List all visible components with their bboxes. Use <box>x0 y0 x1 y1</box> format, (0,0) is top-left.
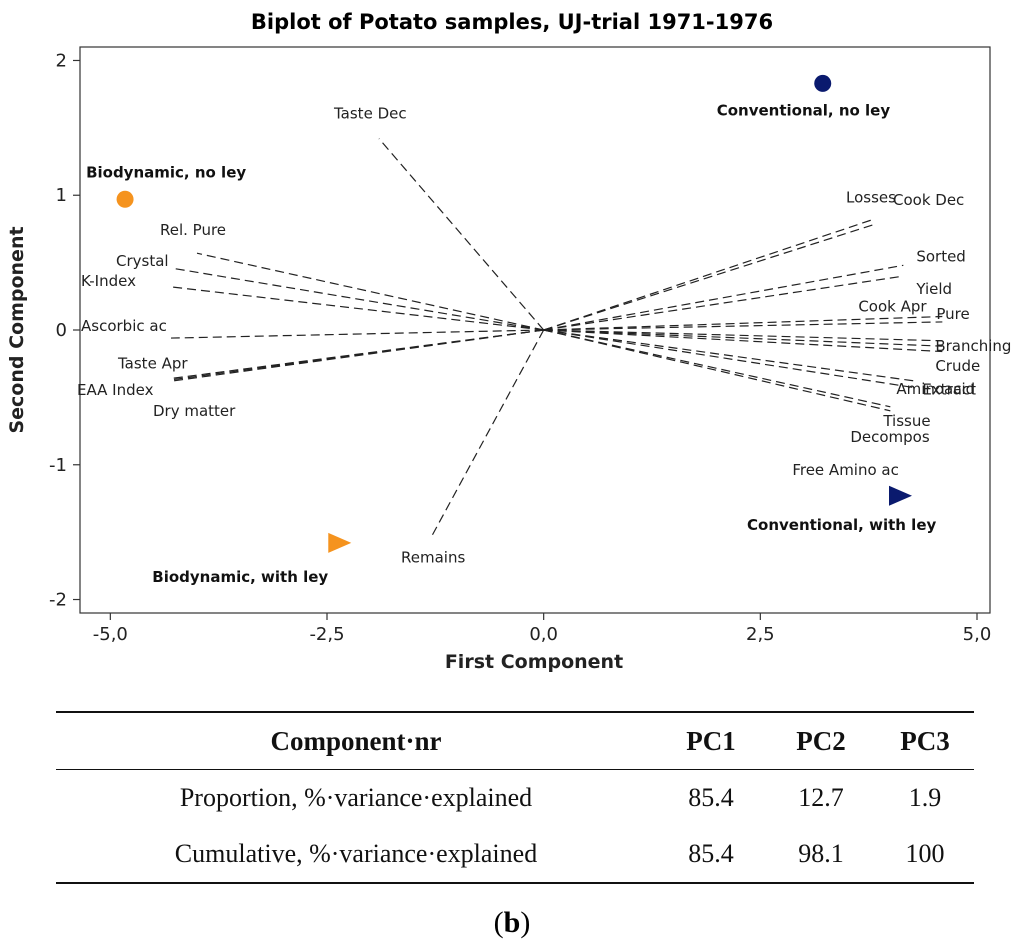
cell-pc2: 98.1 <box>798 839 844 868</box>
cell-pc3: 100 <box>905 839 945 868</box>
x-tick-label: 0,0 <box>529 624 558 645</box>
table-row: Proportion, %·variance·explained 85.4 12… <box>56 770 974 827</box>
group-markers: Conventional, no ley Biodynamic, no ley Co… <box>86 74 936 586</box>
header-pc3: PC3 <box>900 725 950 756</box>
y-tick-label: 1 <box>56 185 67 206</box>
variable-label: Cook Apr <box>858 298 927 316</box>
vector-line <box>170 329 544 382</box>
vector-line <box>543 329 917 382</box>
variable-label: Taste Apr <box>117 355 188 373</box>
vector-line <box>543 329 943 353</box>
vector-line <box>543 329 943 342</box>
vector-line <box>196 252 544 331</box>
variable-label: Free Amino ac <box>792 461 899 479</box>
header-pc1: PC1 <box>686 725 736 756</box>
variable-label: Crude <box>935 357 980 375</box>
variable-label: Cook Dec <box>893 191 964 209</box>
cell-pc3: 1.9 <box>908 783 942 812</box>
group-label: Biodynamic, with ley <box>152 568 328 586</box>
variable-labels: Taste Dec Remains Rel. Pure Crystal K-Index A… <box>77 105 1011 567</box>
variable-label: Dry matter <box>153 402 236 420</box>
variable-label: Taste Dec <box>333 105 407 123</box>
x-tick-label: -5,0 <box>93 624 128 645</box>
variable-label: Rel. Pure <box>160 221 226 239</box>
chart-title: Biplot of Potato samples, UJ-trial 1971-… <box>251 10 773 34</box>
variable-label: Extract <box>922 381 976 399</box>
variable-label: EAA Index <box>77 381 154 399</box>
group-marker-circle <box>116 190 134 208</box>
row-label: Cumulative, %·variance·explained <box>174 839 538 868</box>
vector-line <box>543 315 943 331</box>
variable-label: Branching <box>935 337 1011 355</box>
caption-close: ) <box>520 906 531 939</box>
vector-line <box>543 329 891 408</box>
figure-caption: (b) <box>0 906 1024 940</box>
group-marker-circle <box>814 74 832 92</box>
variable-label: Losses <box>846 188 896 206</box>
variable-vectors <box>170 138 943 538</box>
vector-line <box>543 218 874 331</box>
cell-pc1: 85.4 <box>688 783 734 812</box>
group-label: Conventional, with ley <box>747 516 936 534</box>
row-label: Proportion, %·variance·explained <box>179 783 533 812</box>
caption-open: ( <box>493 906 504 939</box>
vector-line <box>543 329 943 347</box>
vector-line <box>543 275 904 331</box>
header-component-nr: Component·nr <box>270 725 442 756</box>
vector-line <box>543 329 891 412</box>
group-label: Conventional, no ley <box>717 101 891 119</box>
vector-line <box>430 329 545 538</box>
x-tick-label: 5,0 <box>963 624 992 645</box>
vector-line <box>170 286 544 331</box>
y-tick-label: -2 <box>49 590 67 611</box>
x-axis-title: First Component <box>445 651 623 673</box>
caption-letter: b <box>503 906 521 939</box>
variable-label: Aminoacid <box>896 380 975 398</box>
vector-line <box>170 267 544 331</box>
vector-line <box>543 329 917 389</box>
vector-line <box>543 264 904 331</box>
variable-label: Decompos <box>850 428 930 446</box>
group-label: Biodynamic, no ley <box>86 163 246 181</box>
x-tick-label: 2,5 <box>746 624 775 645</box>
axis-ticks: -5,0 -2,5 0,0 2,5 5,0 2 1 0 -1 -2 <box>49 50 991 645</box>
variance-table: Component·nr PC1 PC2 PC3 Proportion, %·v… <box>56 711 974 884</box>
biplot-chart: Biplot of Potato samples, UJ-trial 1971-… <box>6 10 1011 673</box>
group-marker-triangle <box>328 532 352 553</box>
variable-label: K-Index <box>81 272 136 290</box>
variable-label: Tissue <box>882 412 930 430</box>
vector-line <box>170 329 544 339</box>
group-marker-triangle <box>889 485 912 506</box>
y-tick-label: 2 <box>56 50 67 71</box>
vector-line <box>378 138 545 331</box>
variable-label: Crystal <box>116 252 169 270</box>
variable-label: Ascorbic ac <box>81 317 167 335</box>
x-tick-label: -2,5 <box>309 624 344 645</box>
cell-pc2: 12.7 <box>798 783 844 812</box>
vector-line <box>543 321 943 331</box>
variable-label: Remains <box>401 549 465 567</box>
cell-pc1: 85.4 <box>688 839 734 868</box>
vector-line <box>543 224 874 331</box>
table-row: Cumulative, %·variance·explained 85.4 98… <box>56 826 974 883</box>
header-pc2: PC2 <box>796 725 846 756</box>
table-header-row: Component·nr PC1 PC2 PC3 <box>56 712 974 770</box>
variable-label: Sorted <box>916 247 966 265</box>
y-axis-title: Second Component <box>6 226 28 433</box>
variable-label: Pure <box>936 305 969 323</box>
variable-label: Yield <box>915 280 952 298</box>
y-tick-label: 0 <box>56 320 67 341</box>
y-tick-label: -1 <box>49 455 67 476</box>
